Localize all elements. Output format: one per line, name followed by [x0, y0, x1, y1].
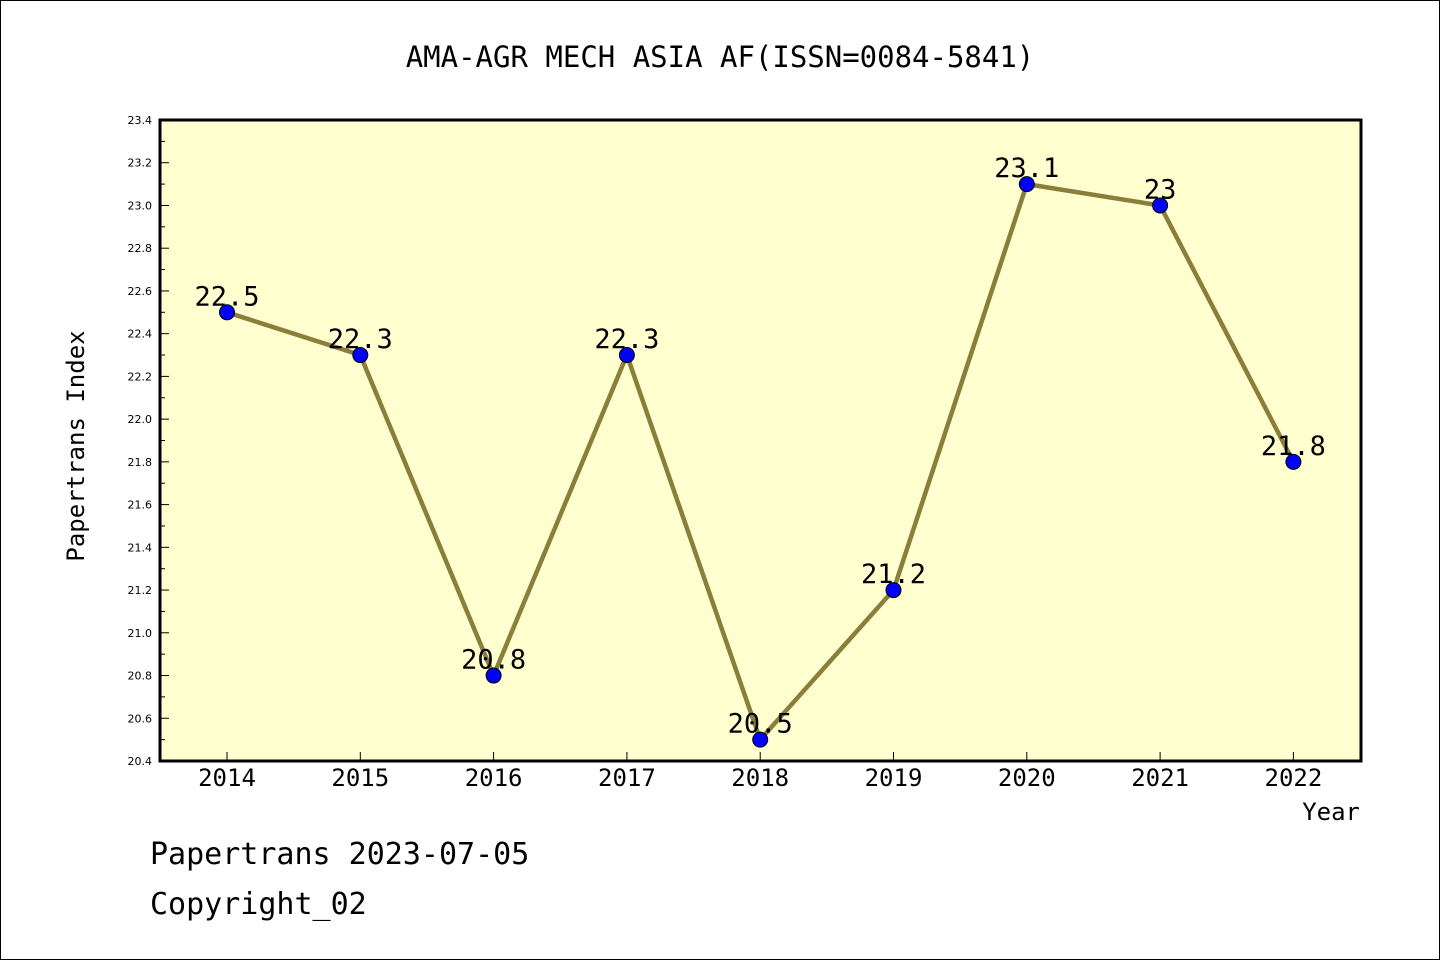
x-tick-label: 2018	[731, 764, 789, 792]
data-label: 22.3	[328, 324, 393, 355]
x-tick-label: 2015	[331, 764, 389, 792]
data-point	[352, 347, 369, 364]
data-point	[219, 304, 235, 321]
y-tick-label: 21.0	[128, 627, 153, 640]
x-tick-label: 2016	[465, 764, 523, 792]
footer-date: Papertrans 2023-07-05	[150, 837, 529, 872]
y-tick-label: 20.6	[128, 712, 153, 725]
y-tick-label: 22.2	[128, 370, 153, 383]
x-axis: 2014 2015 2016 2017 2018 2019 2020 2021 2022	[198, 752, 1322, 792]
data-point	[1018, 176, 1035, 193]
data-label: 23	[1144, 174, 1177, 205]
y-tick-label: 20.4	[128, 755, 153, 768]
data-point	[485, 667, 502, 684]
data-point	[1285, 453, 1302, 470]
footer-copyright: Copyright_02	[150, 887, 367, 922]
y-tick-label: 23.4	[128, 114, 153, 127]
data-point	[1152, 197, 1169, 214]
x-tick-label: 2020	[998, 764, 1056, 792]
chart-title: AMA-AGR MECH ASIA AF(ISSN=0084-5841)	[406, 40, 1035, 74]
x-axis-label: Year	[1302, 798, 1360, 826]
data-label: 21.8	[1261, 431, 1326, 462]
data-point	[885, 582, 902, 599]
x-tick-label: 2014	[198, 764, 256, 792]
x-tick-label: 2017	[598, 764, 656, 792]
y-axis: 20.4 20.6 20.8 21.0 21.2 21.4 21.6 21.8 22.0 22.2…	[128, 114, 169, 768]
y-tick-label: 23.0	[128, 199, 153, 212]
x-tick-label: 2022	[1265, 764, 1323, 792]
x-tick-label: 2021	[1131, 764, 1189, 792]
data-label: 23.1	[994, 153, 1059, 184]
data-label: 20.5	[728, 709, 793, 740]
data-point	[618, 347, 635, 364]
y-tick-label: 23.2	[128, 157, 153, 170]
data-label: 22.5	[194, 281, 259, 312]
y-tick-label: 22.8	[128, 242, 153, 255]
y-axis-label: Papertrans Index	[62, 330, 90, 561]
y-tick-label: 20.8	[128, 670, 153, 683]
series-markers	[219, 176, 1302, 748]
y-tick-label: 22.4	[128, 328, 153, 341]
x-tick-label: 2019	[865, 764, 923, 792]
data-labels: 22.5 22.3 20.8 22.3 20.5 21.2 23.1 23 21.8	[194, 153, 1325, 740]
y-tick-label: 21.4	[128, 541, 153, 554]
y-tick-label: 21.6	[128, 499, 153, 512]
plot-area	[158, 118, 1363, 763]
y-tick-label: 22.6	[128, 285, 153, 298]
y-tick-label: 21.2	[128, 584, 153, 597]
y-tick-label: 21.8	[128, 456, 153, 469]
data-point	[752, 731, 769, 748]
y-tick-label: 22.0	[128, 413, 153, 426]
data-label: 20.8	[461, 645, 526, 676]
data-label: 22.3	[594, 324, 659, 355]
data-label: 21.2	[861, 559, 926, 590]
